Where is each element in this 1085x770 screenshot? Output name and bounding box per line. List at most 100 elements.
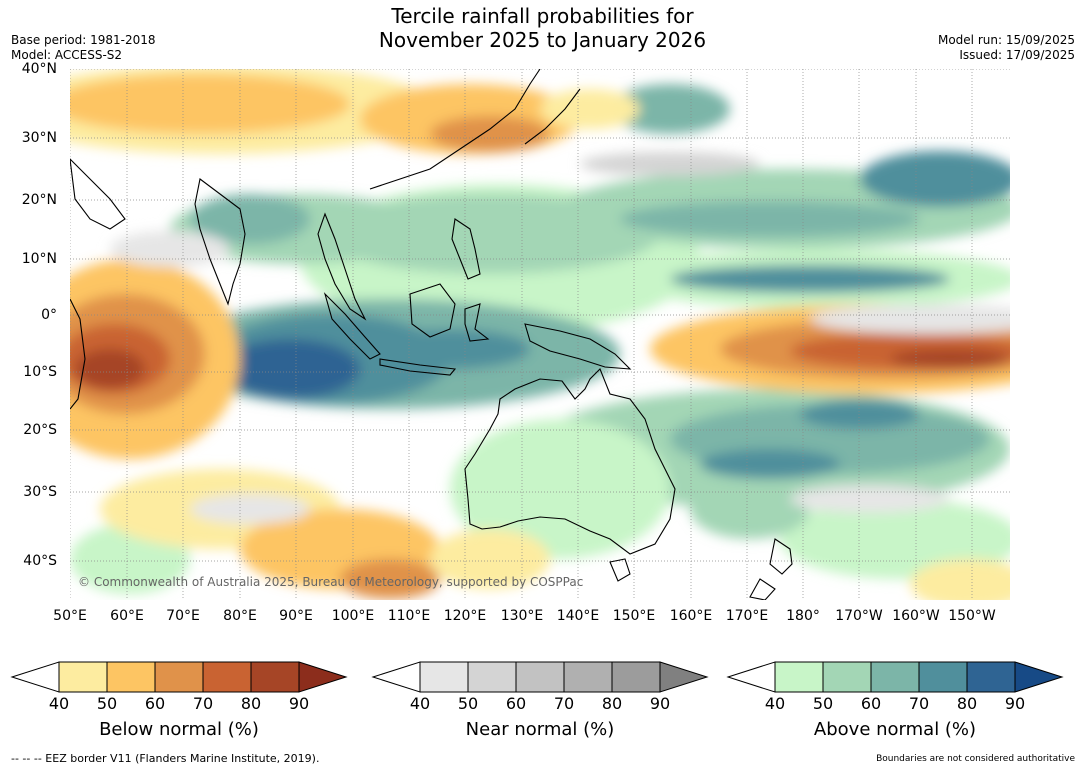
below-tick-80: 80	[240, 694, 262, 713]
model-run: Model run: 15/09/2025	[937, 33, 1075, 47]
base-period: Base period: 1981-2018	[11, 33, 156, 47]
colorbars	[10, 661, 1064, 693]
lon-label-160w: 160°W	[892, 608, 940, 624]
meta-right: Model run: 15/09/2025 Issued: 17/09/2025	[938, 33, 1075, 63]
sulawesi-coast	[464, 303, 490, 342]
copyright-notice: © Commonwealth of Australia 2025, Bureau…	[78, 575, 583, 589]
map-svg: © Commonwealth of Australia 2025, Bureau…	[69, 68, 1010, 601]
lon-label-120e: 120°E	[443, 608, 487, 624]
above-normal-title: Above normal (%)	[813, 719, 977, 740]
near-cell-5	[611, 661, 661, 693]
below-tick-90: 90	[288, 694, 310, 713]
philippines-coast	[451, 218, 481, 280]
boundaries-disclaimer: Boundaries are not considered authoritat…	[876, 754, 1075, 764]
lat-label-30n: 30°N	[21, 130, 57, 146]
lon-label-140e: 140°E	[556, 608, 600, 624]
above-cell-2	[822, 661, 872, 693]
lat-label-0: 0°	[41, 307, 57, 323]
tasmania-coast	[609, 558, 631, 582]
lon-label-160e: 160°E	[669, 608, 713, 624]
near-tick-80: 80	[601, 694, 623, 713]
se-asia-coast	[317, 212, 367, 321]
borneo-coast	[409, 283, 456, 338]
africa-horn	[69, 298, 86, 410]
above-tick-60: 60	[860, 694, 882, 713]
near-tick-40: 40	[409, 694, 431, 713]
lat-label-10n: 10°N	[21, 251, 57, 267]
below-cell-2	[106, 661, 156, 693]
meta-left: Base period: 1981-2018 Model: ACCESS-S2	[11, 33, 156, 63]
new-guinea-coast	[524, 323, 632, 370]
arabia-coast	[69, 157, 126, 230]
australia-coast	[464, 368, 676, 555]
below-cell-6	[298, 661, 348, 693]
graticule	[69, 68, 1010, 600]
above-tick-90: 90	[1004, 694, 1026, 713]
colorbar-above-normal	[726, 661, 1064, 693]
below-cell-3	[154, 661, 204, 693]
lon-label-80e: 80°E	[223, 608, 257, 624]
below-cell-5	[250, 661, 300, 693]
india-coast	[194, 178, 246, 306]
lat-label-10s: 10°S	[23, 364, 57, 380]
sumatra-coast	[323, 292, 381, 360]
near-tick-70: 70	[553, 694, 575, 713]
above-cell-5	[966, 661, 1016, 693]
lon-label-150w: 150°W	[948, 608, 996, 624]
near-cell-2	[467, 661, 517, 693]
below-cell-0	[10, 661, 60, 693]
lon-label-170w: 170°W	[835, 608, 883, 624]
below-normal-title: Below normal (%)	[99, 719, 259, 740]
above-tick-40: 40	[764, 694, 786, 713]
lon-label-100e: 100°E	[331, 608, 375, 624]
above-cell-1	[774, 661, 824, 693]
near-cell-1	[419, 661, 469, 693]
coastlines	[69, 68, 793, 601]
title-line-1: Tercile rainfall probabilities for	[391, 4, 694, 28]
title-line-2: November 2025 to January 2026	[378, 28, 707, 52]
lat-label-20n: 20°N	[21, 192, 57, 208]
colorbar-near-normal	[371, 661, 709, 693]
lat-label-40s: 40°S	[23, 553, 57, 569]
near-cell-3	[515, 661, 565, 693]
lon-label-70e: 70°E	[166, 608, 200, 624]
new-zealand-north	[769, 538, 793, 575]
lat-label-40n: 40°N	[21, 61, 57, 77]
near-cell-6	[659, 661, 709, 693]
near-tick-50: 50	[457, 694, 479, 713]
below-tick-60: 60	[144, 694, 166, 713]
colorbar-below-normal	[10, 661, 348, 693]
below-cell-4	[202, 661, 252, 693]
lon-label-180: 180°	[786, 608, 820, 624]
above-cell-4	[918, 661, 968, 693]
lon-label-170e: 170°E	[725, 608, 769, 624]
above-cell-0	[726, 661, 776, 693]
lon-label-130e: 130°E	[500, 608, 544, 624]
issued-date: Issued: 17/09/2025	[959, 48, 1075, 62]
below-tick-50: 50	[96, 694, 118, 713]
japan-coast	[524, 88, 581, 145]
above-tick-80: 80	[956, 694, 978, 713]
lon-label-50e: 50°E	[53, 608, 87, 624]
near-tick-90: 90	[649, 694, 671, 713]
above-tick-50: 50	[812, 694, 834, 713]
below-tick-40: 40	[48, 694, 70, 713]
probability-field	[70, 69, 1010, 600]
near-tick-60: 60	[505, 694, 527, 713]
probability-map: © Commonwealth of Australia 2025, Bureau…	[69, 68, 1010, 601]
lat-label-20s: 20°S	[23, 422, 57, 438]
near-cell-4	[563, 661, 613, 693]
lon-label-90e: 90°E	[279, 608, 313, 624]
near-cell-0	[371, 661, 421, 693]
lat-label-30s: 30°S	[23, 484, 57, 500]
lon-label-60e: 60°E	[110, 608, 144, 624]
lon-label-110e: 110°E	[387, 608, 431, 624]
below-tick-70: 70	[192, 694, 214, 713]
above-cell-6	[1014, 661, 1064, 693]
above-cell-3	[870, 661, 920, 693]
near-normal-title: Near normal (%)	[465, 719, 615, 740]
below-cell-1	[58, 661, 108, 693]
map-title: Tercile rainfall probabilities for Novem…	[0, 4, 1085, 52]
lon-label-150e: 150°E	[612, 608, 656, 624]
java-coast	[379, 358, 457, 376]
